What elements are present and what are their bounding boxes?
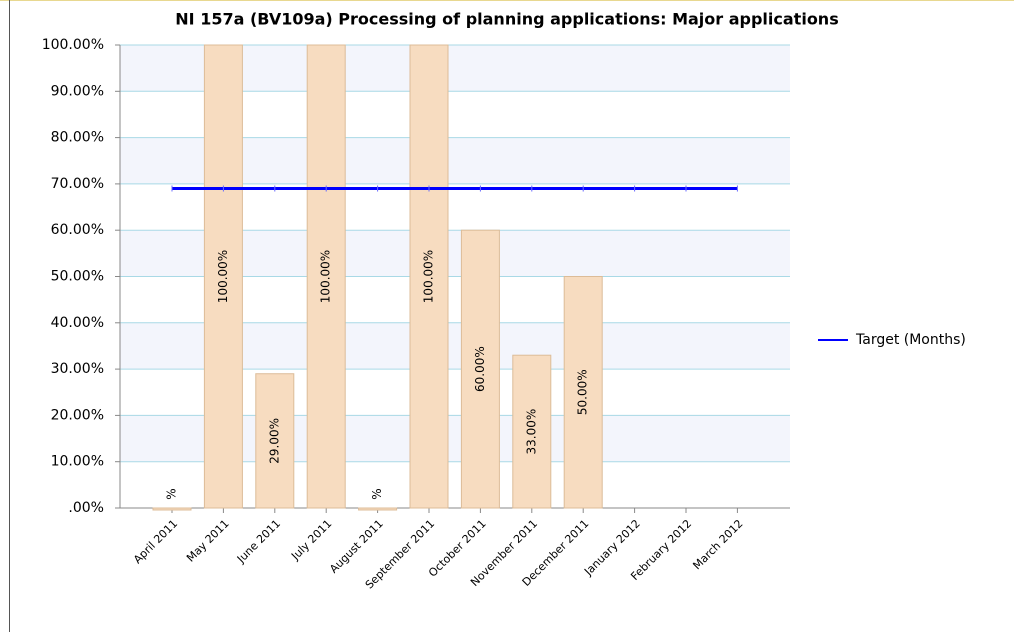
x-tick-label: June 2011 xyxy=(234,517,283,566)
y-tick-label: 100.00% xyxy=(42,37,104,53)
bar xyxy=(203,44,243,509)
y-tick-label: 40.00% xyxy=(51,315,104,331)
y-tick-label: 90.00% xyxy=(51,83,104,99)
value-label: 50.00% xyxy=(576,369,590,415)
value-label: 100.00% xyxy=(216,250,230,303)
value-label: % xyxy=(165,488,179,499)
y-tick-label: 70.00% xyxy=(51,176,104,192)
value-label: % xyxy=(370,488,384,499)
y-tick-label: 30.00% xyxy=(51,361,104,377)
bar xyxy=(512,354,552,509)
value-label: 100.00% xyxy=(319,250,333,303)
bar xyxy=(460,229,500,509)
bar xyxy=(563,276,603,509)
bar xyxy=(306,44,346,509)
y-tick-label: 10.00% xyxy=(51,454,104,470)
chart-title: NI 157a (BV109a) Processing of planning … xyxy=(175,10,838,29)
x-tick-label: April 2011 xyxy=(131,517,180,566)
x-tick-label: May 2011 xyxy=(184,517,232,565)
value-label: 100.00% xyxy=(422,250,436,303)
value-label: 29.00% xyxy=(267,418,281,464)
x-tick-label: July 2011 xyxy=(288,517,334,563)
value-label: 33.00% xyxy=(524,409,538,455)
legend-label: Target (Months) xyxy=(855,332,966,348)
y-tick-label: 20.00% xyxy=(51,407,104,423)
bar xyxy=(255,373,295,509)
x-tick-label: March 2012 xyxy=(690,517,745,572)
y-tick-label: 60.00% xyxy=(51,222,104,238)
value-label: 60.00% xyxy=(473,346,487,392)
y-tick-label: 80.00% xyxy=(51,130,104,146)
y-tick-label: .00% xyxy=(68,500,104,516)
bar xyxy=(409,44,449,509)
bar xyxy=(152,507,192,511)
bar xyxy=(358,507,398,511)
y-tick-label: 50.00% xyxy=(51,269,104,285)
